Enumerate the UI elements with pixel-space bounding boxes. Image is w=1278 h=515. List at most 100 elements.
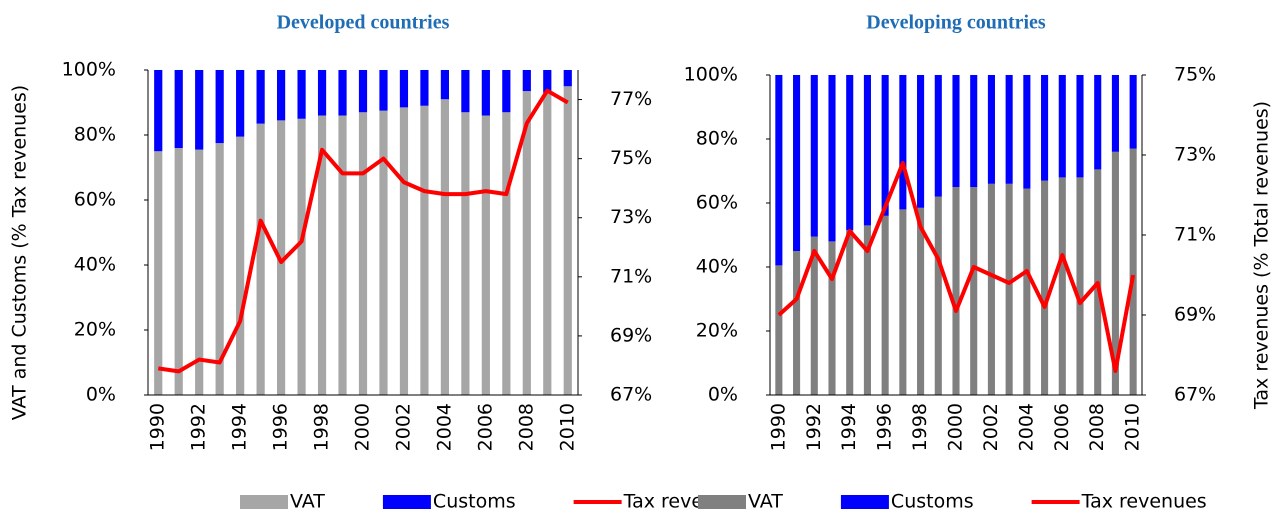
bar (970, 75, 978, 187)
bar (420, 105, 429, 395)
x-tick-label: 2006 (474, 403, 496, 451)
y2-tick-label: 73% (610, 206, 652, 228)
x-tick-label: 2004 (433, 403, 455, 451)
bar (399, 70, 409, 108)
legend-label: Customs (433, 491, 516, 513)
bar (970, 187, 978, 395)
y-axis-label: VAT and Customs (% Tax revenues) (9, 85, 31, 420)
x-tick-label: 2008 (1086, 403, 1108, 451)
x-tick-label: 1998 (311, 403, 333, 451)
legend-label: Tax revenues (1081, 491, 1207, 513)
bar (775, 265, 783, 395)
x-tick-label: 2000 (352, 403, 374, 451)
bar (1041, 180, 1049, 395)
bar (934, 196, 942, 395)
bar (481, 70, 490, 116)
x-tick-label: 1994 (229, 403, 251, 451)
y2-tick-label: 71% (610, 265, 652, 287)
bar (846, 75, 854, 231)
y-tick-label: 40% (696, 256, 738, 278)
bar (952, 187, 960, 395)
bar (522, 91, 531, 395)
bar (236, 70, 245, 137)
bar (1076, 75, 1084, 178)
y2-tick-label: 75% (610, 147, 652, 169)
bar (502, 70, 511, 113)
bar (174, 148, 183, 395)
bar (1005, 183, 1013, 395)
x-tick-label: 2006 (1051, 403, 1073, 451)
bar (1111, 151, 1119, 395)
bar (399, 107, 409, 395)
bar (358, 70, 368, 113)
bar (917, 207, 925, 395)
legend-label: VAT (748, 491, 783, 513)
x-tick-label: 2000 (945, 403, 967, 451)
bar (174, 70, 183, 148)
legend-swatch (840, 495, 889, 509)
bar (543, 92, 552, 395)
x-tick-label: 2002 (392, 403, 414, 451)
bar (1111, 75, 1119, 152)
x-tick-label: 1992 (188, 403, 210, 451)
bar (1023, 188, 1031, 395)
bar (440, 99, 449, 395)
bar (828, 75, 836, 242)
bar (358, 112, 368, 395)
bar (154, 70, 163, 152)
bar (1058, 75, 1066, 178)
x-tick-label: 2008 (515, 403, 537, 451)
y2-tick-label: 69% (610, 324, 652, 346)
bar (297, 118, 306, 395)
x-tick-label: 1996 (874, 403, 896, 451)
bar (154, 151, 163, 395)
bar (236, 136, 245, 395)
x-tick-label: 2004 (1015, 403, 1037, 451)
bar (277, 70, 286, 121)
bar (775, 75, 783, 266)
chart-title: Developed countries (277, 12, 450, 34)
bar (952, 75, 960, 187)
x-tick-label: 1990 (147, 403, 169, 451)
bar (502, 112, 511, 395)
y-tick-label: 20% (74, 319, 116, 341)
bar (420, 70, 429, 106)
y-tick-label: 60% (74, 189, 116, 211)
y2-tick-label: 75% (1174, 64, 1216, 86)
y2-tick-label: 73% (1174, 144, 1216, 166)
bar (215, 70, 224, 144)
bar (1094, 75, 1102, 170)
y-tick-label: 100% (62, 59, 116, 81)
bar (543, 70, 552, 93)
bar (563, 70, 572, 87)
x-tick-label: 1994 (838, 403, 860, 451)
bar (317, 115, 327, 395)
legend-swatch (698, 495, 746, 509)
y2-tick-label: 71% (1174, 224, 1216, 246)
y2-tick-label: 67% (610, 384, 652, 406)
bar (379, 70, 388, 111)
bar (828, 241, 836, 395)
bar (1058, 177, 1066, 395)
bar (810, 236, 818, 395)
y2-axis-label: Tax revenues (% Total revenues) (1251, 101, 1273, 410)
x-tick-label: 1998 (909, 403, 931, 451)
bar (987, 75, 995, 184)
bar (1129, 75, 1137, 149)
x-tick-label: 1992 (803, 403, 825, 451)
x-tick-label: 2010 (1122, 403, 1144, 451)
bar (810, 75, 818, 237)
bar (379, 110, 388, 395)
bar (1041, 75, 1049, 181)
bar (338, 115, 347, 395)
bar (338, 70, 347, 116)
bar (195, 70, 204, 150)
bar (1076, 177, 1084, 395)
bar (461, 112, 470, 395)
bar (863, 75, 871, 226)
line (777, 161, 1136, 373)
bar (440, 70, 449, 100)
y-tick-label: 20% (696, 320, 738, 342)
bar (881, 215, 889, 395)
y2-tick-label: 67% (1174, 384, 1216, 406)
